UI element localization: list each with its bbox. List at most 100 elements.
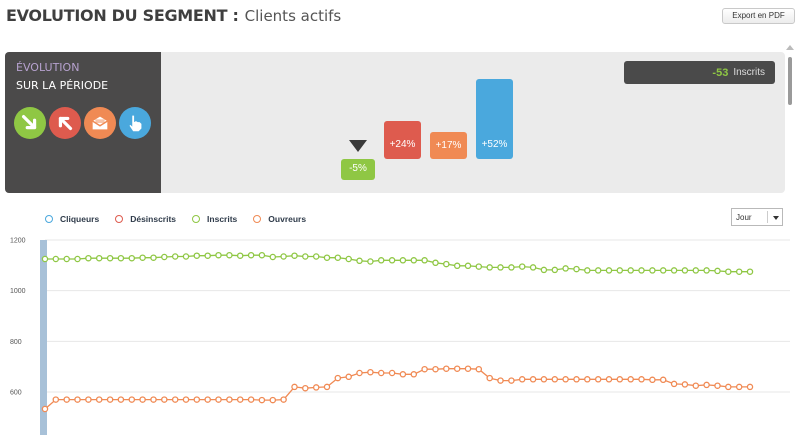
data-point-inscrits[interactable] bbox=[714, 267, 721, 275]
data-point-ouvreurs[interactable] bbox=[247, 396, 255, 403]
data-point-ouvreurs[interactable] bbox=[161, 396, 168, 403]
desinscrits-button[interactable] bbox=[49, 107, 81, 139]
data-point-inscrits[interactable] bbox=[367, 258, 374, 265]
data-point-inscrits[interactable] bbox=[291, 252, 298, 259]
data-point-inscrits[interactable] bbox=[605, 267, 613, 274]
data-point-inscrits[interactable] bbox=[302, 253, 309, 260]
data-point-inscrits[interactable] bbox=[421, 257, 428, 264]
period-select[interactable]: Jour bbox=[731, 208, 783, 226]
data-point-inscrits[interactable] bbox=[41, 255, 49, 263]
data-point-inscrits[interactable] bbox=[562, 265, 569, 272]
data-point-inscrits[interactable] bbox=[410, 257, 418, 264]
data-point-inscrits[interactable] bbox=[725, 268, 732, 275]
selection-band[interactable] bbox=[40, 240, 47, 435]
data-point-ouvreurs[interactable] bbox=[432, 365, 439, 373]
data-point-ouvreurs[interactable] bbox=[226, 396, 233, 403]
data-point-inscrits[interactable] bbox=[681, 267, 689, 274]
data-point-inscrits[interactable] bbox=[692, 267, 700, 274]
data-point-ouvreurs[interactable] bbox=[52, 396, 60, 403]
data-point-inscrits[interactable] bbox=[334, 254, 342, 261]
data-point-ouvreurs[interactable] bbox=[692, 382, 700, 389]
data-point-ouvreurs[interactable] bbox=[204, 396, 211, 403]
scroll-up-arrow-icon[interactable] bbox=[786, 45, 794, 50]
data-point-inscrits[interactable] bbox=[215, 251, 222, 259]
ouvreurs-button[interactable] bbox=[84, 107, 116, 139]
data-point-inscrits[interactable] bbox=[594, 267, 602, 274]
data-point-inscrits[interactable] bbox=[74, 255, 81, 263]
data-point-ouvreurs[interactable] bbox=[584, 376, 591, 383]
data-point-ouvreurs[interactable] bbox=[323, 383, 331, 391]
data-point-inscrits[interactable] bbox=[497, 264, 504, 271]
data-point-inscrits[interactable] bbox=[670, 267, 678, 274]
data-point-ouvreurs[interactable] bbox=[356, 369, 363, 377]
data-point-ouvreurs[interactable] bbox=[421, 365, 428, 373]
data-point-ouvreurs[interactable] bbox=[106, 396, 114, 403]
data-point-inscrits[interactable] bbox=[659, 267, 667, 274]
data-point-ouvreurs[interactable] bbox=[139, 396, 146, 403]
data-point-ouvreurs[interactable] bbox=[388, 369, 396, 377]
data-point-ouvreurs[interactable] bbox=[193, 396, 201, 403]
data-point-inscrits[interactable] bbox=[171, 253, 179, 260]
scrollbar-thumb[interactable] bbox=[788, 57, 792, 105]
data-point-inscrits[interactable] bbox=[106, 254, 114, 262]
data-point-inscrits[interactable] bbox=[627, 267, 634, 274]
data-point-inscrits[interactable] bbox=[182, 253, 190, 260]
data-point-ouvreurs[interactable] bbox=[215, 396, 222, 403]
legend-item-inscrits[interactable]: Inscrits bbox=[192, 214, 237, 224]
data-point-inscrits[interactable] bbox=[508, 264, 515, 271]
data-point-inscrits[interactable] bbox=[638, 267, 645, 274]
data-point-ouvreurs[interactable] bbox=[236, 396, 244, 403]
data-point-ouvreurs[interactable] bbox=[280, 396, 287, 403]
data-point-ouvreurs[interactable] bbox=[291, 383, 298, 391]
data-point-inscrits[interactable] bbox=[95, 254, 103, 262]
data-point-ouvreurs[interactable] bbox=[627, 376, 634, 383]
data-point-ouvreurs[interactable] bbox=[616, 376, 624, 383]
data-point-inscrits[interactable] bbox=[161, 253, 168, 261]
data-point-inscrits[interactable] bbox=[453, 262, 461, 270]
data-point-ouvreurs[interactable] bbox=[63, 396, 70, 403]
data-point-ouvreurs[interactable] bbox=[486, 374, 493, 382]
data-point-inscrits[interactable] bbox=[139, 254, 146, 261]
data-point-ouvreurs[interactable] bbox=[681, 381, 689, 388]
data-point-inscrits[interactable] bbox=[540, 266, 548, 274]
cliqueurs-button[interactable] bbox=[119, 107, 151, 139]
data-point-ouvreurs[interactable] bbox=[638, 376, 645, 383]
data-point-inscrits[interactable] bbox=[226, 251, 233, 259]
data-point-inscrits[interactable] bbox=[280, 253, 287, 260]
data-point-ouvreurs[interactable] bbox=[464, 365, 472, 372]
legend-item-desinscrits[interactable]: Désinscrits bbox=[115, 214, 176, 224]
data-point-ouvreurs[interactable] bbox=[529, 376, 537, 383]
data-point-ouvreurs[interactable] bbox=[399, 371, 407, 378]
data-point-ouvreurs[interactable] bbox=[443, 365, 450, 372]
data-point-ouvreurs[interactable] bbox=[573, 376, 580, 383]
data-point-ouvreurs[interactable] bbox=[562, 376, 569, 383]
data-point-inscrits[interactable] bbox=[52, 255, 60, 263]
data-point-ouvreurs[interactable] bbox=[540, 376, 548, 383]
data-point-inscrits[interactable] bbox=[85, 254, 92, 262]
data-point-ouvreurs[interactable] bbox=[367, 368, 374, 376]
data-point-ouvreurs[interactable] bbox=[171, 396, 179, 403]
data-point-inscrits[interactable] bbox=[584, 267, 591, 274]
data-point-ouvreurs[interactable] bbox=[410, 371, 418, 378]
data-point-ouvreurs[interactable] bbox=[518, 376, 526, 383]
data-point-inscrits[interactable] bbox=[399, 257, 407, 264]
data-point-ouvreurs[interactable] bbox=[670, 380, 678, 388]
data-point-ouvreurs[interactable] bbox=[508, 377, 515, 384]
data-point-inscrits[interactable] bbox=[486, 264, 493, 271]
data-point-inscrits[interactable] bbox=[356, 257, 363, 265]
inscrits-button[interactable] bbox=[14, 107, 46, 139]
data-point-inscrits[interactable] bbox=[258, 251, 266, 259]
data-point-inscrits[interactable] bbox=[377, 257, 385, 264]
legend-item-ouvreurs[interactable]: Ouvreurs bbox=[253, 214, 306, 224]
data-point-ouvreurs[interactable] bbox=[128, 396, 136, 403]
data-point-ouvreurs[interactable] bbox=[746, 383, 754, 391]
data-point-inscrits[interactable] bbox=[735, 268, 743, 275]
data-point-inscrits[interactable] bbox=[247, 251, 255, 259]
data-point-inscrits[interactable] bbox=[150, 254, 157, 261]
data-point-ouvreurs[interactable] bbox=[85, 396, 92, 403]
data-point-inscrits[interactable] bbox=[269, 253, 277, 261]
data-point-inscrits[interactable] bbox=[345, 255, 352, 263]
legend-item-cliqueurs[interactable]: Cliqueurs bbox=[45, 214, 99, 224]
data-point-ouvreurs[interactable] bbox=[95, 396, 103, 403]
data-point-ouvreurs[interactable] bbox=[312, 384, 320, 391]
